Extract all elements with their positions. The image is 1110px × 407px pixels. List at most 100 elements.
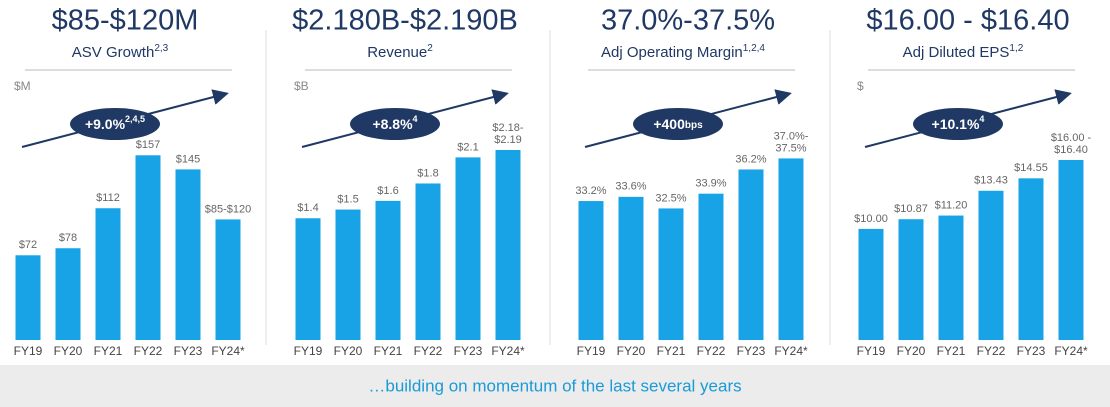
value-label: $1.6 — [377, 185, 398, 197]
x-tick-label: FY20 — [897, 344, 926, 358]
x-tick-label: FY22 — [414, 344, 443, 358]
badge — [350, 108, 440, 140]
x-tick-label: FY24* — [211, 344, 245, 358]
value-label: $72 — [19, 239, 37, 251]
x-tick-label: FY23 — [1017, 344, 1046, 358]
bar — [215, 219, 241, 340]
x-tick-label: FY19 — [857, 344, 886, 358]
badge-sup: 4 — [979, 114, 984, 124]
subtitle-sup: 1,2 — [1009, 43, 1023, 54]
bar — [778, 158, 804, 340]
bar — [1058, 160, 1084, 340]
x-tick-label: FY21 — [937, 344, 966, 358]
subtitle: Adj Diluted EPS1,2 — [903, 43, 1024, 61]
bar — [95, 208, 121, 340]
badge-sup: 2,4,5 — [125, 114, 145, 124]
x-tick-label: FY23 — [174, 344, 203, 358]
badge — [633, 108, 723, 140]
value-label: $1.5 — [337, 193, 358, 205]
badge-value: +10.1% — [932, 116, 980, 132]
value-label-line: $2.18- — [492, 122, 524, 134]
value-label: $112 — [96, 192, 120, 204]
bar — [938, 215, 964, 340]
unit-label: $ — [857, 79, 864, 93]
x-tick-label: FY23 — [737, 344, 766, 358]
bar — [738, 169, 764, 340]
headline: $85-$120M — [52, 5, 199, 37]
bar — [978, 190, 1004, 340]
x-tick-label: FY22 — [134, 344, 163, 358]
bar — [335, 209, 361, 340]
subtitle-text: Revenue — [367, 44, 427, 61]
value-label: $16.00 -$16.40 — [1051, 132, 1092, 156]
x-tick-label: FY19 — [577, 344, 606, 358]
x-tick-label: FY21 — [374, 344, 403, 358]
x-tick-label: FY20 — [54, 344, 83, 358]
subtitle: Revenue2 — [367, 43, 433, 61]
badge-text: +400bps — [653, 116, 703, 132]
badge-text: +9.0%2,4,5 — [85, 114, 145, 131]
value-label-line: $16.40 — [1054, 144, 1088, 156]
x-tick-label: FY19 — [294, 344, 323, 358]
subtitle: ASV Growth2,3 — [72, 43, 169, 61]
value-label: 33.6% — [615, 181, 646, 193]
value-label: 36.2% — [735, 153, 766, 165]
bar — [375, 200, 401, 340]
x-tick-label: FY23 — [454, 344, 483, 358]
x-tick-label: FY19 — [14, 344, 43, 358]
x-tick-label: FY22 — [697, 344, 726, 358]
badge-value: +9.0% — [85, 116, 126, 132]
badge — [913, 108, 1003, 140]
value-label: $85-$120 — [205, 203, 252, 215]
badge-text: +8.8%4 — [372, 114, 417, 131]
value-label: $2.18-$2.19 — [492, 122, 524, 146]
x-tick-label: FY20 — [617, 344, 646, 358]
bar — [455, 157, 481, 340]
subtitle-sup: 1,2,4 — [743, 43, 766, 54]
value-label: $14.55 — [1014, 162, 1048, 174]
bar — [135, 155, 161, 340]
value-label: $13.43 — [974, 175, 1008, 187]
x-tick-label: FY24* — [491, 344, 525, 358]
subtitle-sup: 2,3 — [154, 43, 168, 54]
bar — [175, 169, 201, 340]
subtitle-text: Adj Diluted EPS — [903, 44, 1010, 61]
subtitle-sup: 2 — [427, 43, 433, 54]
x-tick-label: FY22 — [977, 344, 1006, 358]
bar — [55, 248, 81, 340]
x-tick-label: FY24* — [774, 344, 808, 358]
badge-sup: 4 — [413, 114, 418, 124]
value-label: $2.1 — [457, 141, 478, 153]
x-tick-label: FY21 — [94, 344, 123, 358]
subtitle: Adj Operating Margin1,2,4 — [601, 43, 765, 61]
badge-value: +400 — [653, 116, 685, 132]
footer-band — [0, 365, 1110, 407]
x-tick-label: FY20 — [334, 344, 363, 358]
value-label: $11.20 — [935, 199, 968, 211]
value-label: $10.00 — [854, 213, 888, 225]
badge-small: bps — [685, 120, 703, 131]
value-label: 33.9% — [695, 178, 726, 190]
bar — [495, 150, 521, 340]
bar — [15, 255, 41, 340]
value-label: 33.2% — [575, 185, 606, 197]
value-label-line: $16.00 - — [1051, 132, 1092, 144]
headline: 37.0%-37.5% — [601, 5, 775, 37]
bar — [1018, 178, 1044, 340]
x-tick-label: FY24* — [1054, 344, 1088, 358]
unit-label: $M — [14, 79, 31, 93]
value-label: 32.5% — [655, 192, 686, 204]
value-label: $157 — [136, 139, 160, 151]
headline: $16.00 - $16.40 — [866, 5, 1069, 37]
bar — [898, 219, 924, 340]
unit-label: $B — [294, 79, 309, 93]
headline: $2.180B-$2.190B — [292, 5, 518, 37]
bar — [578, 201, 604, 340]
bar — [415, 183, 441, 340]
value-label-line: $2.19 — [494, 134, 522, 146]
x-tick-label: FY21 — [657, 344, 686, 358]
badge — [70, 108, 160, 140]
subtitle-text: Adj Operating Margin — [601, 44, 743, 61]
bar — [698, 193, 724, 340]
